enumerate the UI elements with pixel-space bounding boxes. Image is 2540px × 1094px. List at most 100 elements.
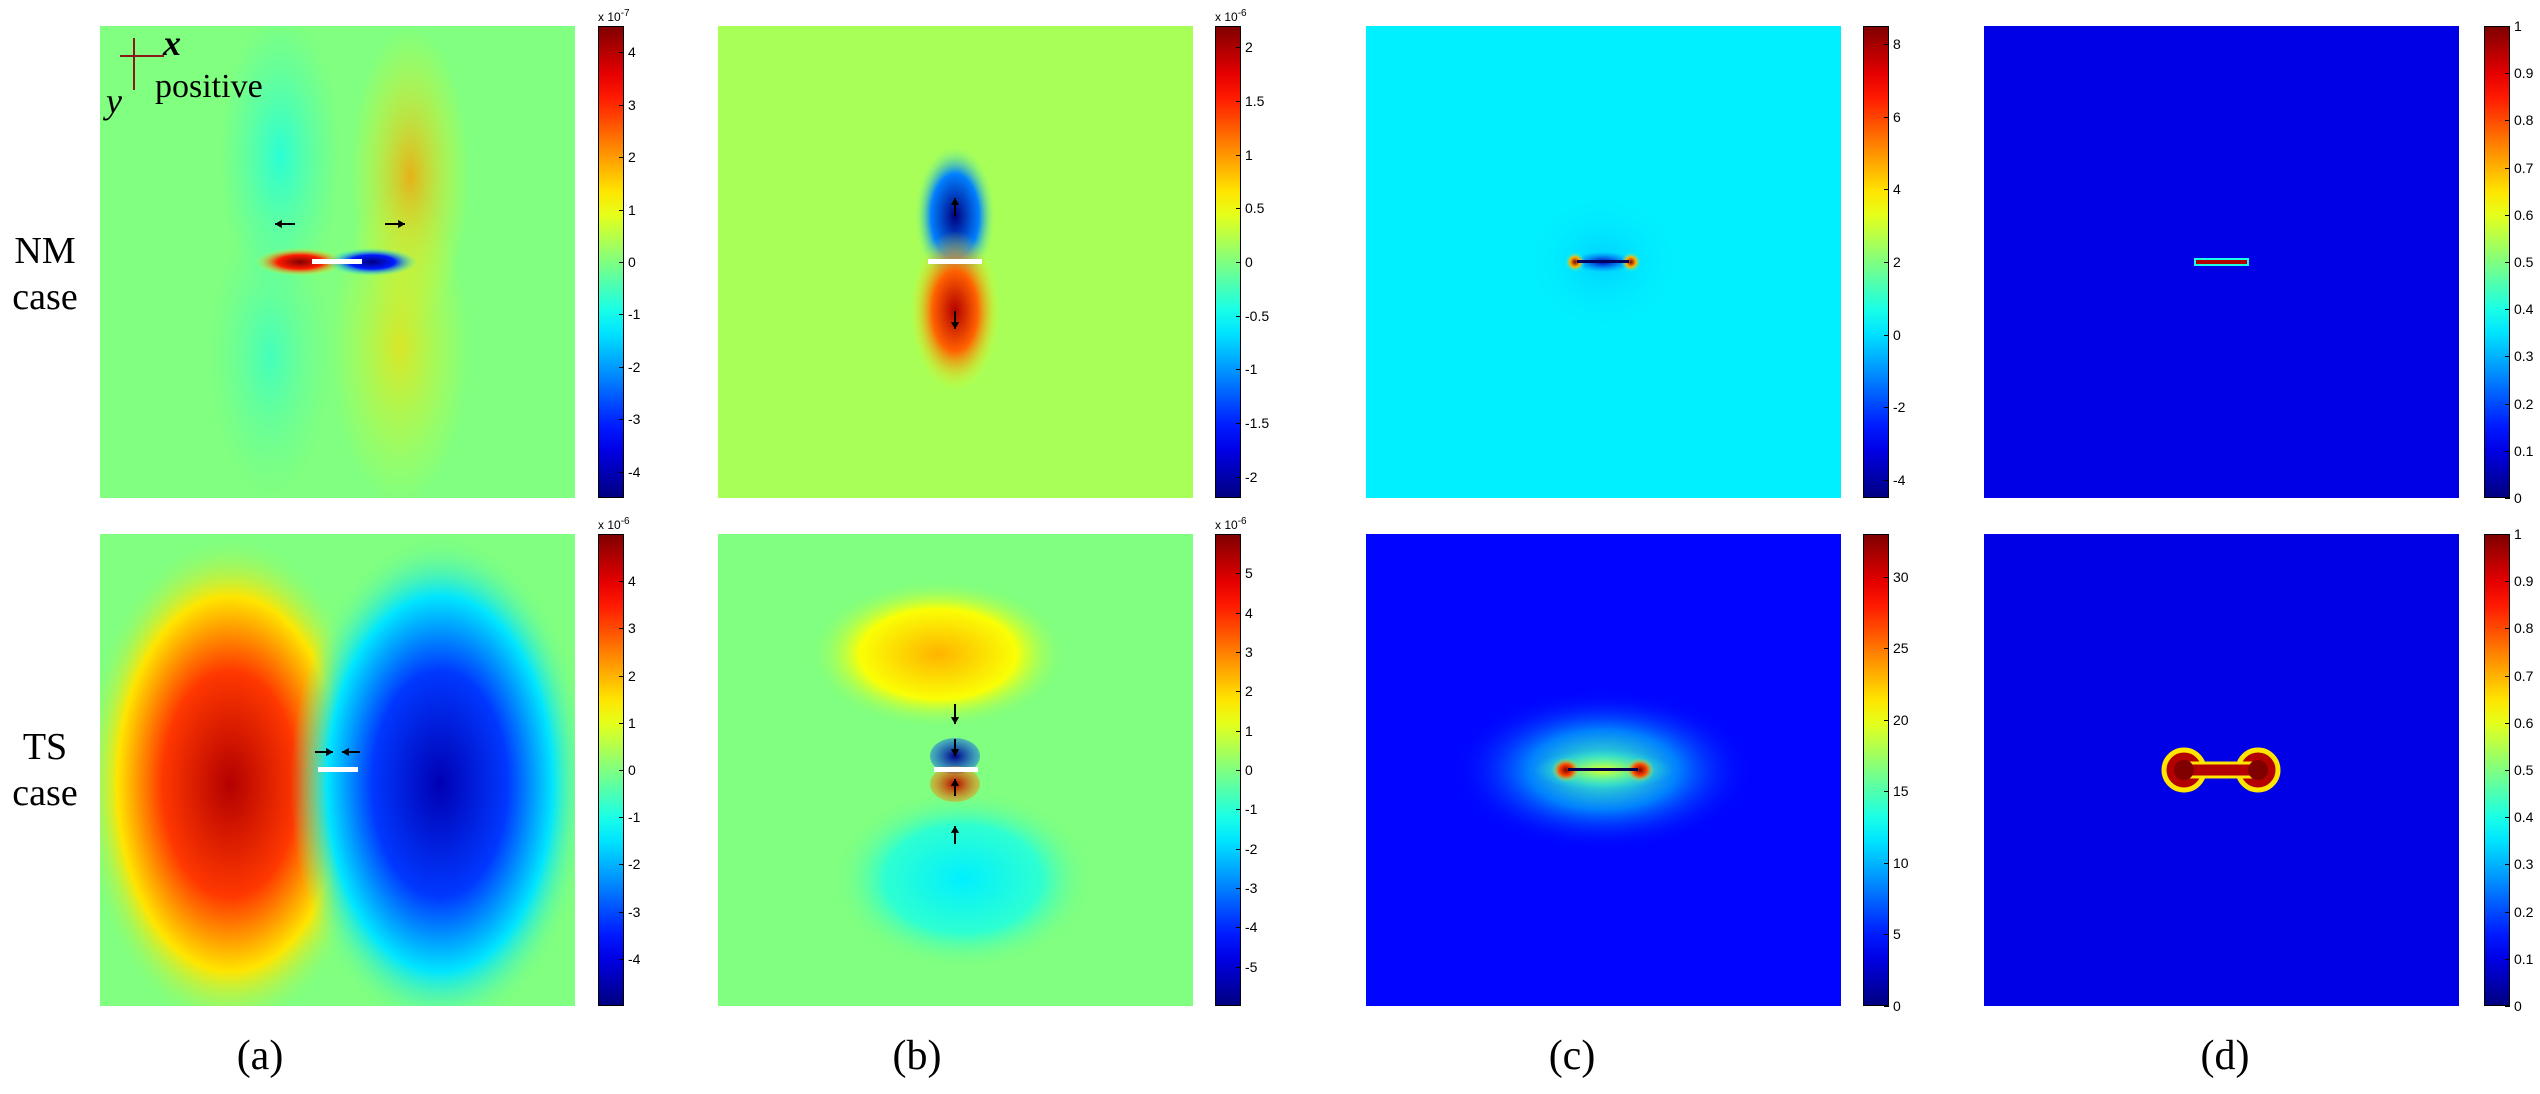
colorbar-tick-label: 15	[1893, 783, 1909, 800]
colorbar-tick-mark	[2505, 864, 2510, 866]
colorbar-tick-label: 3	[628, 96, 636, 113]
caption-b: (b)	[892, 1033, 942, 1079]
colorbar-tick-label: 0.3	[2514, 856, 2534, 873]
crack-nm-a	[312, 259, 362, 264]
crack-ts-c	[1568, 768, 1638, 771]
colorbar-tick-label: 2	[628, 149, 636, 166]
colorbar-tick-label: 0.9	[2514, 65, 2534, 82]
colorbar-tick-label: 8	[1893, 36, 1901, 53]
colorbar-tick-label: -3	[1245, 880, 1258, 896]
colorbar-tick-mark	[1236, 369, 1241, 371]
crack-ts-a	[318, 767, 358, 772]
colorbar-tick-mark	[1236, 730, 1241, 732]
axis-x-label: x	[163, 23, 181, 63]
heatmap-nm-d	[1984, 26, 2459, 498]
colorbar-tick-label: -2	[628, 856, 641, 873]
colorbar-tick-mark	[1236, 573, 1241, 575]
colorbar-tick-label: 0.8	[2514, 112, 2534, 129]
colorbar-tick-label: 20	[1893, 711, 1909, 728]
colorbar-tick-mark	[1236, 809, 1241, 811]
heatmap-ts-a	[100, 534, 575, 1006]
colorbar-tick-mark	[1236, 652, 1241, 653]
colorbar-tick-label: 1	[1245, 722, 1253, 739]
colorbar-tick-mark	[2505, 73, 2510, 75]
row-label-ts-line2: case	[12, 772, 78, 814]
colorbar-tick-mark	[1236, 888, 1241, 889]
colorbar-tick-mark	[619, 366, 624, 368]
colorbar-tick-label: 0.7	[2514, 667, 2534, 684]
colorbar-tick-label: -4	[628, 950, 641, 967]
colorbar-tick-mark	[619, 628, 624, 630]
colorbar-tick-label: 0.4	[2514, 301, 2534, 318]
arrow-ts-a-right	[342, 747, 360, 757]
axis-direction-label: positive	[155, 68, 263, 105]
colorbar-tick-label: 0	[1893, 998, 1901, 1014]
colorbar-tick-label: -4	[1893, 471, 1906, 488]
colorbar-tick-mark	[2505, 167, 2510, 169]
colorbar-tick-label: 1.5	[1245, 93, 1265, 110]
colorbar-tick-mark	[619, 864, 624, 866]
colorbar-tick-label: 0	[2514, 998, 2522, 1014]
arrow-ts-b-bottom	[950, 826, 960, 844]
colorbar-tick-mark	[1884, 648, 1889, 650]
colorbar-exponent-nm-a: x 10-7	[598, 8, 630, 24]
colorbar-tick-mark	[619, 675, 624, 677]
colorbar-tick-mark	[1236, 612, 1241, 614]
colorbar-tick-label: 0.8	[2514, 620, 2534, 637]
tip-ts-c-right	[1626, 758, 1654, 782]
lobe-nm-a-lower-right	[330, 186, 470, 498]
heatmap-ts-c	[1366, 534, 1841, 1006]
colorbar-tick-mark	[2505, 356, 2510, 358]
colorbar-tick-label: 25	[1893, 640, 1909, 657]
colorbar-tick-label: 1	[1245, 146, 1253, 163]
lobe-ts-b-yellow	[808, 579, 1068, 729]
colorbar-tick-mark	[2505, 309, 2510, 311]
colorbar-tick-mark	[619, 157, 624, 159]
colorbar-ts-d	[2484, 534, 2510, 1006]
colorbar-tick-mark	[1884, 262, 1889, 263]
colorbar-tick-mark	[2505, 498, 2510, 499]
colorbar-tick-mark	[2505, 214, 2510, 216]
colorbar-ts-c	[1863, 534, 1889, 1006]
colorbar-tick-mark	[2505, 403, 2510, 405]
colorbar-tick-label: 1	[2514, 526, 2522, 542]
colorbar-tick-mark	[1884, 479, 1889, 481]
colorbar-tick-label: -1	[628, 809, 641, 826]
colorbar-tick-mark	[1884, 44, 1889, 46]
caption-d: (d)	[2200, 1033, 2250, 1079]
colorbar-tick-mark	[2505, 675, 2510, 677]
colorbar-tick-label: 4	[1245, 604, 1253, 621]
tip-nm-c-right	[1621, 252, 1641, 272]
colorbar-tick-mark	[2505, 1006, 2510, 1007]
colorbar-tick-mark	[619, 262, 624, 263]
colorbar-tick-mark	[1236, 966, 1241, 968]
axis-indicator	[120, 38, 164, 90]
colorbar-tick-label: 0.7	[2514, 159, 2534, 176]
colorbar-tick-label: 3	[1245, 644, 1253, 660]
colorbar-tick-mark	[1884, 189, 1889, 191]
heatmap-ts-d	[1984, 534, 2459, 1006]
colorbar-exponent-ts-b: x 10-6	[1215, 516, 1247, 532]
colorbar-tick-label: 0	[1893, 326, 1901, 343]
colorbar-tick-mark	[619, 52, 624, 54]
arrow-ts-b-lower	[950, 779, 960, 796]
damage-nm-d-inner	[2196, 260, 2247, 264]
row-label-nm: NM case	[0, 228, 90, 320]
colorbar-tick-label: -2	[1245, 840, 1258, 857]
colorbar-tick-mark	[1236, 47, 1241, 49]
colorbar-tick-label: -1.5	[1245, 414, 1270, 431]
colorbar-tick-mark	[2505, 911, 2510, 913]
colorbar-tick-mark	[1236, 770, 1241, 771]
colorbar-tick-label: 4	[628, 44, 636, 61]
colorbar-tick-mark	[1884, 862, 1889, 864]
crack-nm-c	[1577, 260, 1629, 263]
colorbar-tick-label: -1	[1245, 361, 1258, 378]
colorbar-tick-mark	[619, 722, 624, 724]
colorbar-tick-mark	[619, 911, 624, 913]
colorbar-tick-label: -3	[628, 411, 641, 428]
colorbar-tick-mark	[2505, 120, 2510, 122]
row-label-ts: TS case	[0, 724, 90, 816]
caption-a: (a)	[236, 1033, 284, 1079]
colorbar-tick-mark	[1236, 927, 1241, 929]
